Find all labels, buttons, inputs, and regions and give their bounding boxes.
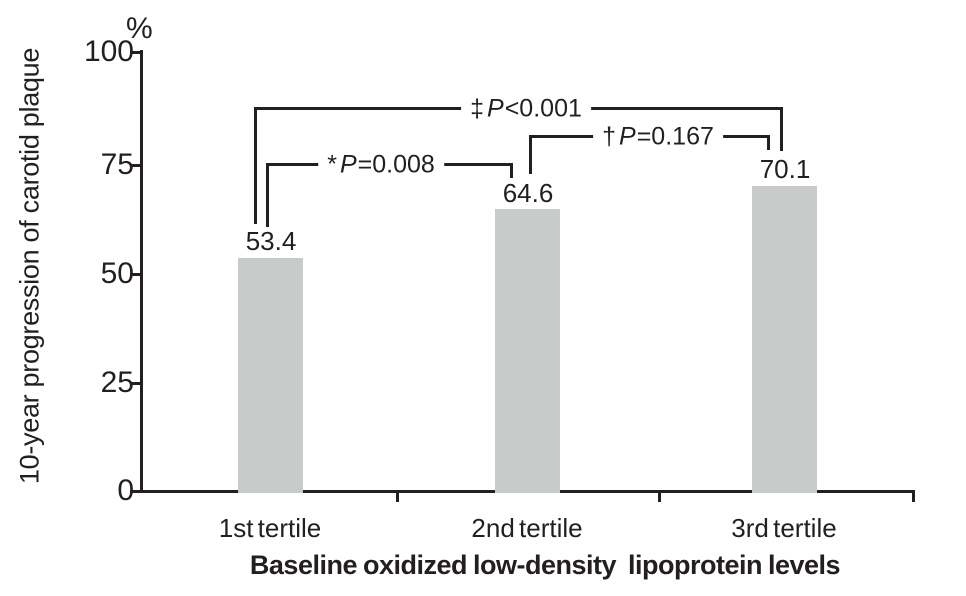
y-tick-label-0: 0 bbox=[117, 474, 134, 507]
sig-bracket-1-2-left bbox=[266, 163, 269, 227]
p-value: <0.001 bbox=[504, 94, 582, 123]
y-tick-50 bbox=[130, 273, 141, 276]
y-tick-100 bbox=[130, 51, 141, 54]
y-tick-75 bbox=[130, 164, 141, 167]
sig-bracket-2-3-right bbox=[767, 135, 770, 150]
asterisk-marker: * bbox=[327, 150, 337, 179]
x-category-1st-tertile: 1st tertile bbox=[218, 513, 322, 543]
p-value: =0.167 bbox=[636, 122, 714, 151]
y-axis-line bbox=[140, 50, 143, 493]
bar-value-1st-tertile: 53.4 bbox=[245, 226, 297, 256]
y-axis-unit: % bbox=[126, 12, 153, 45]
x-axis-title: Baseline oxidized low-density lipoprotei… bbox=[249, 550, 841, 580]
sig-label-1-2: * P=0.008 bbox=[318, 150, 444, 179]
bar-value-3rd-tertile: 70.1 bbox=[759, 154, 811, 184]
p-symbol: P bbox=[487, 94, 504, 123]
bar-value-2nd-tertile: 64.6 bbox=[502, 178, 554, 208]
bar-1st-tertile bbox=[238, 258, 303, 493]
bar-2nd-tertile bbox=[495, 209, 560, 493]
p-symbol: P bbox=[619, 122, 636, 151]
x-tick-2 bbox=[658, 493, 661, 502]
x-tick-3 bbox=[912, 493, 915, 502]
sig-bracket-1-3-left bbox=[254, 107, 257, 224]
y-axis-title: 10-year progression of carotid plaque bbox=[14, 47, 45, 485]
y-tick-25 bbox=[130, 382, 141, 385]
sig-bracket-1-2-right bbox=[510, 163, 513, 178]
bar-3rd-tertile bbox=[752, 186, 817, 493]
p-symbol: P bbox=[339, 150, 357, 179]
x-category-3rd-tertile: 3rd tertile bbox=[731, 513, 837, 543]
x-category-2nd-tertile: 2nd tertile bbox=[471, 513, 583, 543]
y-tick-label-50: 50 bbox=[100, 257, 134, 290]
y-tick-label-25: 25 bbox=[100, 366, 134, 399]
sig-bracket-2-3-left bbox=[529, 135, 532, 174]
y-tick-label-75: 75 bbox=[100, 148, 134, 181]
p-value: =0.008 bbox=[357, 150, 435, 179]
dagger-marker: † bbox=[602, 122, 617, 151]
y-tick-0 bbox=[130, 490, 141, 493]
sig-label-1-3: ‡ P<0.001 bbox=[461, 94, 591, 123]
sig-bracket-1-3-right bbox=[780, 107, 783, 151]
double-dagger-marker: ‡ bbox=[470, 94, 485, 123]
y-tick-label-100: 100 bbox=[83, 35, 134, 68]
x-tick-1 bbox=[396, 493, 399, 502]
sig-label-2-3: † P=0.167 bbox=[593, 122, 723, 151]
